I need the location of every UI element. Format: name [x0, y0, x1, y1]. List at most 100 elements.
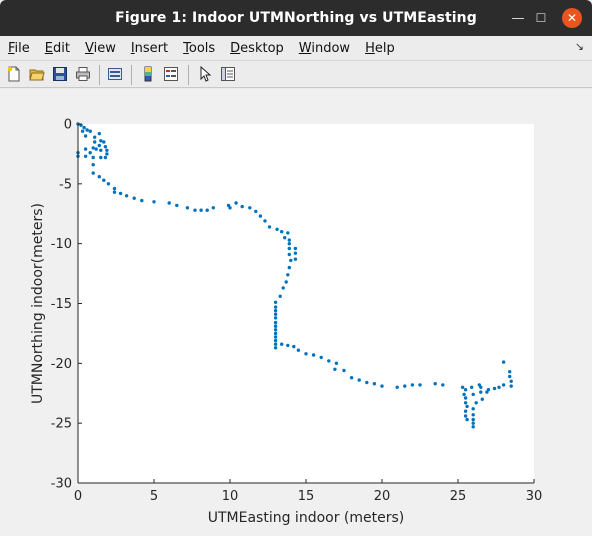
save-icon[interactable]	[51, 65, 69, 83]
link-plot-icon[interactable]	[106, 65, 124, 83]
data-point	[88, 151, 92, 155]
data-point	[501, 360, 506, 364]
minimize-button[interactable]: —	[511, 10, 525, 26]
figure-canvas: 0 5 10 15 20 25 30 0 -5 -10 -15 -20 -25 -30 UTMEastin…	[0, 89, 592, 536]
data-point	[380, 384, 384, 388]
data-point	[93, 135, 97, 139]
menu-edit[interactable]: Edit	[44, 40, 70, 56]
menubar: File Edit View Insert Tools Desktop Wind…	[0, 36, 592, 60]
y-tick-label: 0	[64, 118, 72, 133]
menu-file[interactable]: File	[8, 40, 30, 56]
data-point	[465, 417, 469, 422]
data-point	[286, 273, 290, 277]
data-point	[474, 401, 478, 405]
data-point	[293, 246, 298, 251]
data-point	[124, 194, 129, 198]
data-point	[273, 320, 278, 325]
data-point	[342, 368, 346, 373]
data-point	[82, 125, 86, 130]
data-point	[105, 148, 109, 152]
toolbar-separator	[131, 65, 132, 85]
data-point	[112, 190, 117, 194]
select-arrow-icon[interactable]	[196, 65, 214, 83]
data-point	[275, 227, 279, 231]
data-point	[410, 383, 415, 387]
data-point	[273, 312, 278, 316]
data-point	[99, 148, 103, 152]
data-point	[471, 425, 475, 429]
data-point	[273, 316, 278, 320]
y-tick-label: -5	[59, 177, 72, 192]
dock-figure-icon[interactable]: ↘	[574, 40, 584, 53]
data-point	[465, 404, 469, 409]
data-point	[267, 225, 272, 229]
data-point	[118, 191, 123, 196]
data-point	[94, 147, 98, 151]
menu-help[interactable]: Help	[365, 40, 395, 56]
data-point	[280, 342, 284, 346]
data-point	[477, 383, 481, 387]
data-point	[91, 146, 95, 150]
menu-insert[interactable]: Insert	[130, 40, 169, 56]
data-point	[91, 171, 95, 175]
data-point	[441, 383, 445, 387]
data-point	[273, 324, 278, 328]
data-point	[460, 385, 465, 389]
insert-colorbar-icon[interactable]	[139, 65, 157, 83]
x-axis-label: UTMEasting indoor (meters)	[208, 510, 405, 526]
data-point	[286, 343, 290, 348]
x-tick-label: 15	[298, 489, 315, 504]
data-point	[304, 352, 308, 356]
data-point	[278, 294, 282, 298]
data-point	[470, 385, 474, 389]
x-tick-label: 10	[222, 489, 239, 504]
data-point	[99, 155, 103, 160]
data-point	[103, 155, 108, 160]
data-point	[106, 182, 111, 186]
y-tick-label: -20	[51, 357, 72, 372]
menu-window[interactable]: Window	[298, 40, 351, 56]
menu-tools[interactable]: Tools	[183, 40, 216, 56]
property-editor-icon[interactable]	[219, 65, 237, 83]
data-point	[152, 200, 156, 204]
maximize-button[interactable]: ☐	[535, 11, 547, 25]
data-point	[273, 305, 278, 309]
data-point	[185, 206, 190, 210]
figure-toolbar	[0, 60, 592, 88]
menu-desktop[interactable]: Desktop	[230, 40, 284, 56]
data-point	[287, 242, 291, 246]
data-point	[199, 208, 203, 212]
data-point	[248, 206, 252, 210]
open-file-icon[interactable]	[28, 65, 46, 83]
y-tick-label: -25	[51, 417, 72, 432]
data-point	[263, 219, 267, 223]
data-point	[508, 374, 512, 379]
data-point	[365, 380, 369, 385]
data-point	[471, 407, 475, 411]
insert-legend-icon[interactable]	[162, 65, 180, 83]
x-tick-label: 5	[150, 489, 158, 504]
data-point	[471, 421, 475, 425]
data-point	[289, 258, 293, 263]
data-point	[311, 353, 316, 357]
toolbar-separator	[188, 65, 189, 85]
data-point	[140, 198, 144, 203]
data-point	[349, 376, 354, 380]
y-axis-label: UTMNorthing indoor(meters)	[30, 203, 46, 404]
print-icon[interactable]	[74, 65, 92, 83]
new-figure-icon[interactable]	[5, 65, 23, 83]
menu-view[interactable]: View	[84, 40, 116, 56]
data-point	[91, 155, 95, 160]
data-point	[234, 201, 238, 205]
data-point	[193, 208, 197, 212]
toolbar-separator	[99, 65, 100, 85]
data-point	[228, 206, 232, 210]
data-point	[273, 328, 278, 332]
close-button[interactable]: ✕	[562, 8, 582, 28]
scatter-plot[interactable]: 0 5 10 15 20 25 30 0 -5 -10 -15 -20 -25 -30 UTMEastin…	[0, 89, 592, 536]
data-point	[83, 154, 88, 158]
data-point	[508, 370, 512, 374]
data-point	[372, 382, 377, 386]
data-point	[281, 286, 285, 290]
data-point	[327, 359, 331, 363]
